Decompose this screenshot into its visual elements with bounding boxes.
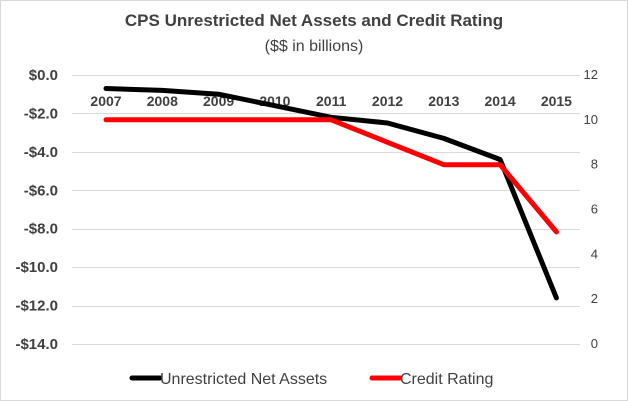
y2-tick-label: 2 xyxy=(591,291,598,306)
y-tick-label: -$12.0 xyxy=(15,298,58,315)
y-tick-label: -$8.0 xyxy=(24,221,58,238)
series-lines xyxy=(103,86,559,301)
series-line-credit-rating xyxy=(103,117,559,235)
x-tick-label: 2007 xyxy=(90,93,121,109)
y2-axis-ticks: 12 10 8 6 4 2 0 xyxy=(584,67,598,351)
y-tick-label: -$4.0 xyxy=(24,144,58,161)
chart-title: CPS Unrestricted Net Assets and Credit R… xyxy=(125,11,503,30)
y-axis-ticks: $0.0 -$2.0 -$4.0 -$6.0 -$8.0 -$10.0 -$12.0 -$14… xyxy=(15,67,58,353)
legend-label-credit-rating: Credit Rating xyxy=(400,371,493,388)
x-tick-label: 2015 xyxy=(541,93,572,109)
legend-label-unrestricted-net-assets: Unrestricted Net Assets xyxy=(160,371,327,388)
x-axis-ticks: 2007 2008 2009 2010 2011 2012 2013 2014 2015 xyxy=(90,93,572,109)
legend: Unrestricted Net Assets Credit Rating xyxy=(129,371,493,388)
y2-tick-label: 4 xyxy=(591,246,598,261)
y2-tick-label: 10 xyxy=(584,112,598,127)
y2-tick-label: 0 xyxy=(591,336,598,351)
y2-tick-label: 8 xyxy=(591,157,598,172)
x-tick-label: 2014 xyxy=(485,93,516,109)
y-tick-label: -$14.0 xyxy=(15,336,58,353)
y2-tick-label: 6 xyxy=(591,202,598,217)
y-tick-label: -$6.0 xyxy=(24,182,58,199)
x-tick-label: 2013 xyxy=(428,93,459,109)
x-tick-label: 2008 xyxy=(147,93,178,109)
x-tick-label: 2011 xyxy=(316,93,347,109)
y2-tick-label: 12 xyxy=(584,67,598,82)
y-tick-label: -$10.0 xyxy=(15,259,58,276)
chart-subtitle: ($$ in billions) xyxy=(265,38,364,55)
y-tick-label: $0.0 xyxy=(29,67,58,84)
gridlines xyxy=(72,75,580,345)
y-tick-label: -$2.0 xyxy=(24,105,58,122)
x-tick-label: 2012 xyxy=(372,93,403,109)
